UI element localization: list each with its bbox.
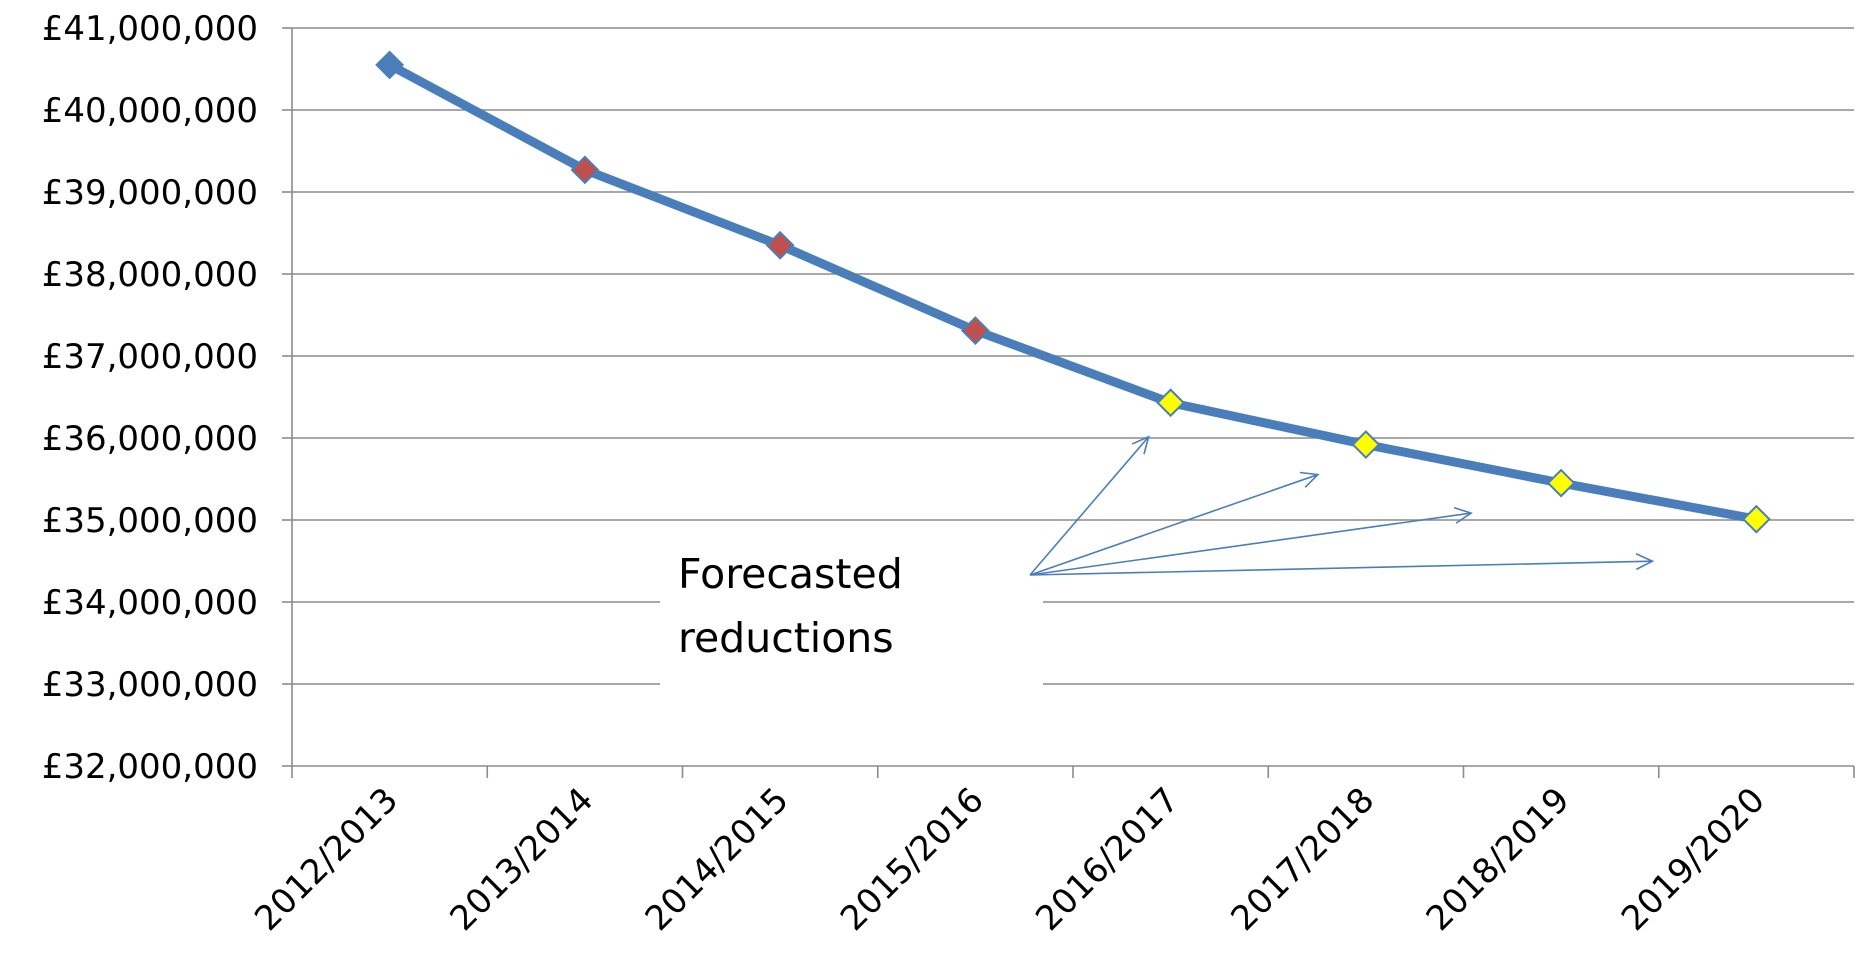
- x-tick-label: 2017/2018: [1223, 780, 1382, 939]
- x-tick-label: 2014/2015: [638, 780, 797, 939]
- x-tick-labels: 2012/2013 2013/2014 2014/2015 2015/2016 2016…: [247, 780, 1773, 939]
- series-line: [385, 60, 1761, 524]
- y-tick-label: £34,000,000: [42, 583, 258, 623]
- annotation-arrow: [1029, 560, 1653, 576]
- y-tick-label: £32,000,000: [42, 747, 258, 787]
- data-point: [375, 50, 405, 80]
- annotation-arrow: [1029, 512, 1472, 576]
- annotation-line-2: reductions: [678, 614, 894, 662]
- x-tick-label: 2012/2013: [247, 780, 406, 939]
- annotation-line-1: Forecasted: [678, 550, 903, 598]
- annotation-arrowhead: [1453, 506, 1473, 524]
- y-tick-label: £38,000,000: [42, 255, 258, 295]
- x-tick-label: 2013/2014: [442, 780, 601, 939]
- series-line: [385, 60, 1761, 524]
- annotation-arrowhead: [1299, 471, 1320, 488]
- x-tick-label: 2016/2017: [1028, 780, 1187, 939]
- annotation-arrowhead: [1635, 552, 1655, 571]
- annotation-arrow: [1029, 473, 1319, 576]
- y-tick-label: £36,000,000: [42, 419, 258, 459]
- annotation-background: [660, 548, 1043, 688]
- annotation-arrowhead: [1131, 435, 1150, 455]
- y-tick-label: £35,000,000: [42, 501, 258, 541]
- data-points: [375, 50, 1771, 534]
- data-point: [765, 230, 795, 260]
- y-tick-label: £37,000,000: [42, 337, 258, 377]
- y-tick-label: £39,000,000: [42, 173, 258, 213]
- axes: [282, 27, 1855, 778]
- x-tick-label: 2015/2016: [833, 780, 992, 939]
- x-tick-label: 2019/2020: [1614, 780, 1773, 939]
- annotation: Forecasted reductions: [678, 550, 903, 662]
- y-tick-labels: £32,000,000 £33,000,000 £34,000,000 £35,000…: [42, 9, 258, 787]
- data-point: [1546, 468, 1576, 498]
- annotation-box: [660, 548, 1043, 688]
- y-tick-label: £33,000,000: [42, 665, 258, 705]
- data-point: [1351, 430, 1381, 459]
- data-point: [570, 155, 600, 185]
- annotation-arrows: [1029, 435, 1655, 576]
- x-tick-label: 2018/2019: [1419, 780, 1578, 939]
- data-point: [1156, 388, 1186, 418]
- grid-lines: [292, 27, 1854, 685]
- annotation-arrow: [1029, 436, 1150, 576]
- data-point: [960, 316, 990, 345]
- data-point: [1741, 504, 1771, 534]
- y-tick-label: £40,000,000: [42, 91, 258, 131]
- y-tick-label: £41,000,000: [42, 9, 258, 49]
